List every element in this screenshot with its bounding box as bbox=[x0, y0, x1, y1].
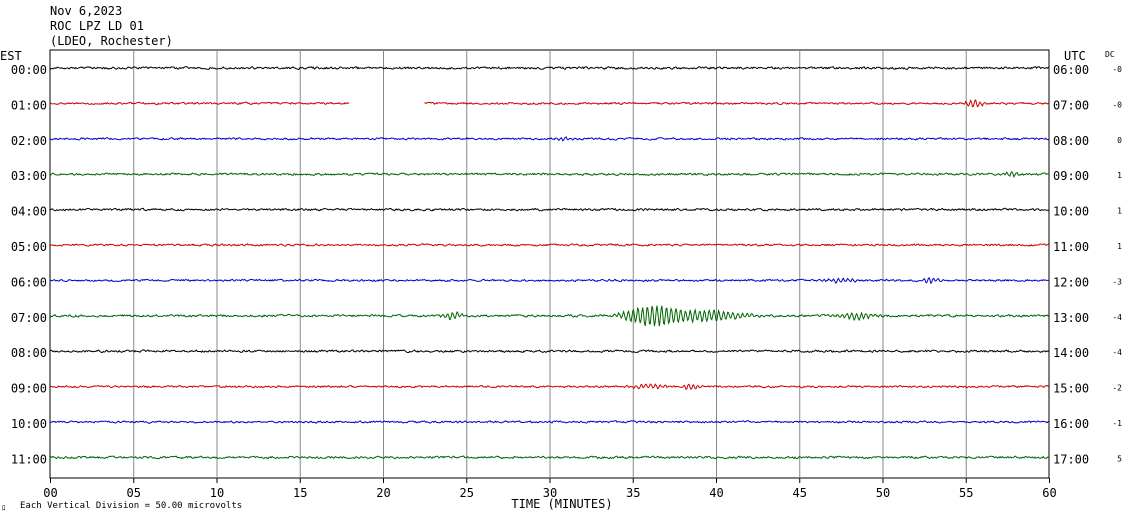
est-label-row-6: 06:00 bbox=[11, 275, 47, 289]
dc-value-row-9: -2 bbox=[1112, 384, 1122, 393]
dc-value-row-5: 1 bbox=[1117, 242, 1122, 251]
x-tick-label-10: 10 bbox=[210, 486, 224, 500]
dc-value-row-2: 0 bbox=[1117, 136, 1122, 145]
est-label-row-10: 10:00 bbox=[11, 417, 47, 431]
utc-label-row-2: 08:00 bbox=[1053, 134, 1089, 148]
header-network: (LDEO, Rochester) bbox=[50, 34, 173, 48]
footnote-mark: ﾛ bbox=[2, 504, 6, 512]
x-tick-label-45: 45 bbox=[793, 486, 807, 500]
trace-row-9 bbox=[49, 383, 1050, 390]
dc-axis-label: DC bbox=[1105, 50, 1115, 59]
est-label-row-11: 11:00 bbox=[11, 452, 47, 466]
utc-label-row-1: 07:00 bbox=[1053, 98, 1089, 112]
dc-value-row-1: -0 bbox=[1112, 100, 1122, 109]
est-label-row-3: 03:00 bbox=[11, 169, 47, 183]
est-axis-label: EST bbox=[0, 49, 22, 63]
trace-row-11 bbox=[49, 455, 1050, 460]
x-tick-label-40: 40 bbox=[709, 486, 723, 500]
est-label-row-8: 08:00 bbox=[11, 346, 47, 360]
utc-label-row-10: 16:00 bbox=[1053, 417, 1089, 431]
dc-value-row-6: -3 bbox=[1112, 277, 1122, 286]
trace-row-1-seg-1 bbox=[424, 99, 1050, 108]
utc-label-row-9: 15:00 bbox=[1053, 382, 1089, 396]
chart-traces bbox=[49, 66, 1050, 460]
utc-label-row-5: 11:00 bbox=[1053, 240, 1089, 254]
x-tick-label-35: 35 bbox=[626, 486, 640, 500]
utc-label-row-6: 12:00 bbox=[1053, 275, 1089, 289]
dc-value-row-4: 1 bbox=[1117, 207, 1122, 216]
dc-value-row-7: -4 bbox=[1112, 313, 1122, 322]
trace-row-5 bbox=[49, 243, 1050, 247]
dc-value-row-3: 1 bbox=[1117, 171, 1122, 180]
x-tick-label-25: 25 bbox=[460, 486, 474, 500]
trace-row-4 bbox=[49, 207, 1050, 212]
x-tick-label-50: 50 bbox=[876, 486, 890, 500]
dc-value-row-10: -1 bbox=[1112, 419, 1122, 428]
est-label-row-2: 02:00 bbox=[11, 134, 47, 148]
x-tick-label-30: 30 bbox=[543, 486, 557, 500]
trace-row-7 bbox=[49, 305, 1050, 327]
utc-label-row-11: 17:00 bbox=[1053, 452, 1089, 466]
utc-label-row-0: 06:00 bbox=[1053, 63, 1089, 77]
dc-value-row-8: -4 bbox=[1112, 348, 1122, 357]
dc-value-row-0: -0 bbox=[1112, 65, 1122, 74]
trace-row-2 bbox=[49, 136, 1050, 142]
trace-row-1-seg-0 bbox=[49, 101, 350, 106]
x-tick-label-00: 00 bbox=[43, 486, 57, 500]
trace-row-10 bbox=[49, 420, 1050, 424]
x-tick-label-05: 05 bbox=[127, 486, 141, 500]
utc-label-row-8: 14:00 bbox=[1053, 346, 1089, 360]
header-station: ROC LPZ LD 01 bbox=[50, 19, 144, 33]
est-label-row-5: 05:00 bbox=[11, 240, 47, 254]
utc-axis-label: UTC bbox=[1064, 49, 1086, 63]
header-date: Nov 6,2023 bbox=[50, 4, 123, 18]
trace-row-8 bbox=[49, 349, 1050, 354]
x-axis-title: TIME (MINUTES) bbox=[511, 497, 612, 511]
x-tick-label-15: 15 bbox=[293, 486, 307, 500]
x-tick-label-55: 55 bbox=[959, 486, 973, 500]
trace-row-3 bbox=[49, 171, 1050, 179]
est-label-row-9: 09:00 bbox=[11, 382, 47, 396]
chart-grid bbox=[49, 49, 1050, 483]
utc-label-row-4: 10:00 bbox=[1053, 205, 1089, 219]
footnote: Each Vertical Division = 50.00 microvolt… bbox=[20, 501, 242, 511]
trace-row-6 bbox=[49, 276, 1050, 284]
est-label-row-7: 07:00 bbox=[11, 311, 47, 325]
utc-label-row-3: 09:00 bbox=[1053, 169, 1089, 183]
dc-value-row-11: 5 bbox=[1117, 454, 1122, 463]
est-label-row-0: 00:00 bbox=[11, 63, 47, 77]
x-tick-label-20: 20 bbox=[376, 486, 390, 500]
est-label-row-4: 04:00 bbox=[11, 205, 47, 219]
utc-label-row-7: 13:00 bbox=[1053, 311, 1089, 325]
x-tick-label-60: 60 bbox=[1042, 486, 1056, 500]
trace-row-0 bbox=[49, 66, 1050, 70]
est-label-row-1: 01:00 bbox=[11, 98, 47, 112]
